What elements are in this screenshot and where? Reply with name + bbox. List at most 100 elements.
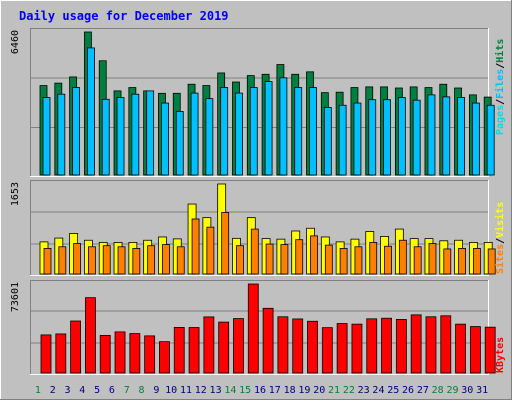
kbytes-bar bbox=[351, 323, 363, 374]
legend-pages-files-hits-part: Pages bbox=[495, 105, 506, 135]
kbytes-bar bbox=[144, 335, 156, 374]
x-tick-label: 25 bbox=[387, 385, 399, 396]
files-bar bbox=[397, 97, 406, 176]
sites-bar bbox=[354, 246, 363, 275]
sites-bar bbox=[384, 245, 392, 275]
x-tick-label: 6 bbox=[109, 385, 115, 396]
sites-bar bbox=[88, 246, 96, 275]
kbytes-bar bbox=[292, 318, 304, 374]
x-tick-label: 16 bbox=[254, 385, 266, 396]
y-max-label-visits: 1653 bbox=[10, 182, 21, 206]
x-tick-label: 27 bbox=[417, 385, 429, 396]
sites-bar bbox=[458, 248, 466, 275]
x-tick-label: 14 bbox=[224, 385, 236, 396]
x-tick-label: 7 bbox=[124, 385, 130, 396]
legend-pages-files-hits-part: / bbox=[495, 63, 506, 69]
x-tick-label: 9 bbox=[153, 385, 159, 396]
files-bar bbox=[190, 92, 199, 176]
files-bar bbox=[353, 102, 362, 176]
files-bar bbox=[309, 87, 317, 176]
kbytes-bar bbox=[484, 326, 496, 374]
kbytes-bar bbox=[99, 334, 111, 374]
kbytes-bar bbox=[55, 333, 67, 374]
files-bar bbox=[131, 93, 140, 176]
kbytes-bar bbox=[233, 318, 244, 374]
files-bar bbox=[101, 98, 110, 176]
y-max-label-hits: 6460 bbox=[10, 30, 21, 54]
kbytes-bar bbox=[336, 323, 348, 374]
sites-bar bbox=[250, 228, 259, 275]
legend-pages-files-hits-part: Hits bbox=[494, 39, 506, 63]
files-bar bbox=[383, 99, 391, 176]
kbytes-bar bbox=[247, 283, 259, 374]
kbytes-bar bbox=[70, 320, 82, 374]
x-tick-label: 12 bbox=[195, 385, 207, 396]
x-tick-label: 18 bbox=[284, 385, 296, 396]
x-tick-label: 4 bbox=[79, 385, 85, 396]
files-bar bbox=[486, 104, 495, 176]
kbytes-bar bbox=[321, 327, 333, 374]
kbytes-bar bbox=[440, 315, 452, 374]
kbytes-bar bbox=[307, 320, 318, 374]
files-bar bbox=[161, 102, 169, 176]
files-bar bbox=[294, 87, 303, 176]
x-tick-label: 15 bbox=[239, 385, 251, 396]
x-tick-label: 24 bbox=[372, 385, 384, 396]
legend-sites-visits-part: Visits bbox=[494, 202, 506, 238]
files-bar bbox=[264, 81, 273, 176]
x-tick-label: 22 bbox=[343, 385, 355, 396]
files-bar bbox=[42, 97, 51, 176]
sites-bar bbox=[162, 244, 170, 275]
files-bar bbox=[205, 98, 214, 176]
x-tick-label: 17 bbox=[269, 385, 281, 396]
kbytes-bar bbox=[218, 321, 230, 374]
legend-pages-files-hits: Pages/Files/Hits bbox=[494, 39, 506, 135]
files-bar bbox=[175, 111, 184, 176]
kbytes-bar bbox=[129, 333, 141, 374]
legend-sites-visits-part: Sites bbox=[494, 244, 506, 274]
sites-bar bbox=[310, 235, 318, 275]
kbytes-bar bbox=[425, 316, 437, 374]
sites-bar bbox=[369, 242, 378, 275]
sites-bar bbox=[324, 244, 333, 275]
kbytes-bar bbox=[114, 331, 126, 374]
x-tick-label: 10 bbox=[165, 385, 177, 396]
files-bar bbox=[57, 93, 66, 176]
sites-bar bbox=[221, 212, 230, 275]
legend-kbytes-part: KBytes bbox=[495, 337, 506, 373]
legend-sites-visits: Sites/Visits bbox=[494, 202, 506, 274]
x-tick-label: 2 bbox=[50, 385, 56, 396]
x-tick-label: 11 bbox=[180, 385, 192, 396]
sites-bar bbox=[280, 244, 289, 275]
x-tick-label: 8 bbox=[139, 385, 145, 396]
legend-pages-files-hits-part: / bbox=[495, 99, 506, 105]
sites-bar bbox=[58, 246, 67, 275]
sites-bar bbox=[295, 239, 304, 275]
files-bar bbox=[220, 87, 229, 176]
x-tick-label: 1 bbox=[35, 385, 41, 396]
x-tick-label: 30 bbox=[461, 385, 473, 396]
chart-title: Daily usage for December 2019 bbox=[19, 9, 229, 23]
sites-bar bbox=[413, 246, 422, 275]
x-tick-label: 31 bbox=[476, 385, 488, 396]
sites-bar bbox=[147, 245, 156, 275]
sites-bar bbox=[472, 248, 481, 275]
sites-bar bbox=[191, 218, 200, 275]
kbytes-bar bbox=[395, 319, 407, 374]
files-bar bbox=[368, 99, 377, 176]
files-bar bbox=[427, 94, 436, 176]
legend-sites-visits-part: / bbox=[495, 238, 506, 244]
files-bar bbox=[442, 96, 451, 176]
x-tick-label: 3 bbox=[65, 385, 71, 396]
kbytes-bar bbox=[455, 323, 466, 374]
sites-bar bbox=[73, 243, 82, 275]
kbytes-bar bbox=[277, 316, 289, 374]
kbytes-bar bbox=[40, 334, 52, 374]
files-bar bbox=[412, 99, 421, 176]
sites-bar bbox=[206, 226, 215, 275]
x-tick-label: 5 bbox=[94, 385, 100, 396]
files-bar bbox=[235, 92, 243, 176]
kbytes-bar bbox=[203, 316, 215, 374]
